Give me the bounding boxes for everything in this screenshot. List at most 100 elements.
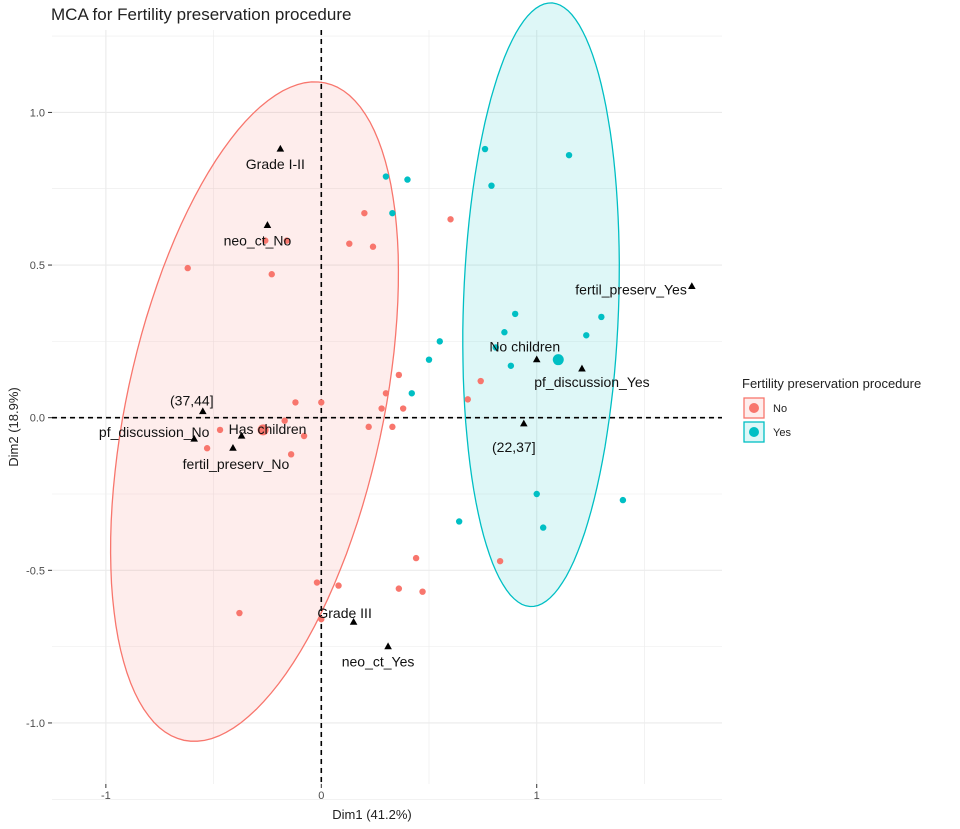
axis-ticks: -1 0 1 1.0 0.5 0.0 -0.5 -1.0	[26, 107, 540, 802]
data-point-yes	[389, 209, 396, 217]
data-point-no	[287, 451, 295, 458]
legend-dot-yes	[749, 427, 759, 437]
supplementary-marker	[263, 221, 272, 228]
data-point-no	[464, 396, 471, 403]
data-point-yes	[539, 524, 547, 531]
supplementary-label: (22,37]	[492, 439, 536, 455]
x-tick-label: -1	[101, 790, 111, 802]
supplementary-marker	[578, 364, 586, 372]
data-point-yes	[619, 496, 627, 504]
data-point-no	[369, 243, 377, 250]
data-point-no	[477, 377, 484, 385]
data-point-yes	[492, 344, 499, 351]
x-tick-label: 1	[534, 790, 540, 802]
data-point-yes	[488, 182, 495, 189]
y-tick-label: 0.5	[30, 260, 45, 272]
y-tick-label: -1.0	[26, 718, 45, 730]
y-axis-title: Dim2 (18.9%)	[6, 387, 21, 466]
data-point-no	[184, 264, 191, 272]
data-point-no	[262, 237, 269, 244]
data-point-yes	[404, 176, 411, 183]
x-axis-title: Dim1 (41.2%)	[332, 807, 411, 822]
data-point-yes	[455, 518, 463, 525]
supplementary-label: Grade III	[317, 605, 371, 621]
confidence-ellipses	[109, 2, 620, 742]
supplementary-label: neo_ct_Yes	[342, 654, 415, 670]
data-point-yes	[408, 390, 415, 397]
data-point-no	[346, 240, 353, 247]
legend-title: Fertility preservation procedure	[742, 376, 921, 391]
supplementary-marker	[229, 444, 237, 451]
data-point-no	[268, 271, 275, 278]
chart-title: MCA for Fertility preservation procedure	[51, 5, 351, 24]
centroid-yes	[552, 354, 564, 366]
supplementary-label: neo_ct_No	[224, 232, 292, 248]
supplementary-points: Grade I-II neo_ct_No fertil_preserv_Yes No …	[99, 144, 696, 670]
data-point-yes	[436, 338, 443, 345]
data-point-no	[378, 405, 385, 412]
data-point-no	[365, 423, 372, 431]
data-point-no	[216, 426, 224, 434]
data-point-no	[412, 554, 420, 562]
data-point-no	[292, 399, 299, 406]
data-point-no	[361, 209, 368, 217]
data-point-no	[236, 609, 243, 617]
data-point-no	[395, 371, 403, 379]
data-point-no	[496, 557, 504, 565]
supplementary-marker	[688, 282, 696, 290]
supplementary-label: Has children	[229, 421, 307, 437]
legend-dot-no	[749, 403, 759, 413]
legend-label-no: No	[773, 403, 787, 415]
individual-points	[184, 145, 627, 623]
data-point-no	[281, 417, 288, 424]
data-point-yes	[507, 362, 515, 369]
data-point-yes	[511, 310, 519, 318]
supplementary-marker	[237, 431, 246, 439]
supplementary-label: fertil_preserv_No	[183, 456, 290, 472]
data-point-no	[203, 445, 211, 452]
data-point-no	[335, 582, 342, 589]
supplementary-marker	[520, 419, 528, 427]
ellipse-no	[109, 81, 400, 742]
ellipse-yes	[462, 2, 620, 608]
supplementary-label: No children	[489, 339, 560, 355]
data-point-yes	[565, 151, 573, 159]
supplementary-marker	[190, 434, 198, 442]
data-point-no	[382, 390, 390, 397]
supplementary-label: pf_discussion_Yes	[534, 374, 649, 390]
data-point-yes	[583, 332, 590, 339]
supplementary-marker	[532, 355, 541, 363]
centroid-no	[257, 424, 269, 436]
y-tick-label: 1.0	[30, 107, 45, 119]
legend-label-yes: Yes	[773, 427, 791, 439]
supplementary-label: (37,44]	[170, 393, 214, 409]
supplementary-marker	[276, 144, 285, 152]
data-point-yes	[481, 145, 489, 153]
data-point-no	[313, 579, 321, 586]
y-tick-label: 0.0	[30, 413, 45, 425]
data-point-yes	[501, 329, 508, 336]
supplementary-label: fertil_preserv_Yes	[575, 281, 687, 297]
plot-grid	[52, 30, 722, 800]
supplementary-marker	[349, 618, 358, 625]
data-point-yes	[598, 313, 605, 321]
data-point-yes	[533, 490, 540, 498]
data-point-no	[283, 237, 291, 244]
data-point-no	[395, 585, 403, 592]
data-point-no	[318, 399, 325, 406]
data-point-no	[318, 615, 325, 623]
y-tick-label: -0.5	[26, 565, 45, 577]
data-point-no	[419, 588, 426, 595]
data-point-no	[447, 216, 454, 223]
legend: Fertility preservation procedure No Yes	[742, 376, 921, 443]
data-point-no	[300, 432, 308, 440]
data-point-yes	[425, 356, 433, 363]
supplementary-label: pf_discussion_No	[99, 424, 210, 440]
data-point-yes	[382, 173, 390, 180]
supplementary-label: Grade I-II	[246, 156, 305, 172]
supplementary-marker	[199, 407, 207, 415]
supplementary-marker	[384, 642, 392, 650]
data-point-no	[399, 405, 407, 412]
